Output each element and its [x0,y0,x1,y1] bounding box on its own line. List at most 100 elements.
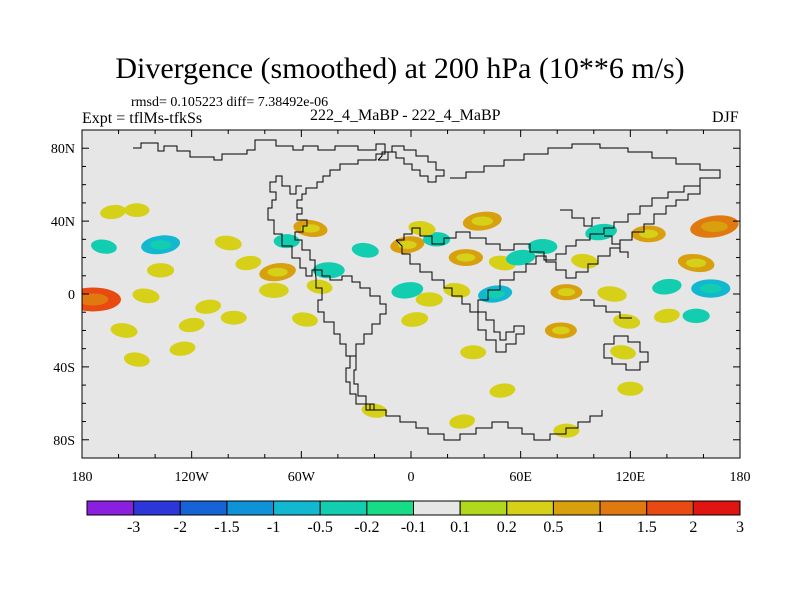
divergence-cell [361,403,388,418]
season-label: DJF [712,109,739,126]
colorbar-swatch [366,500,415,516]
colorbar-label: -1 [267,519,280,536]
divergence-cell [293,219,328,238]
divergence-contour-core [686,258,707,268]
divergence-cell [312,262,345,279]
divergence-contour-core [301,224,320,233]
divergence-cell [91,239,117,254]
divergence-cell [132,288,160,304]
divergence-contour-core [699,283,722,294]
divergence-contour-core [82,293,109,306]
colorbar-label: 3 [736,519,744,536]
colorbar-label: -2 [174,519,187,536]
divergence-contour [110,323,138,338]
divergence-contour [652,278,682,295]
divergence-contour [527,239,558,255]
divergence-cell [505,249,536,266]
divergence-cell [449,414,476,429]
coast-indonesia [580,299,632,319]
coastlines [133,139,721,441]
y-axis: 80N 40N 0 40S 80S [51,142,740,449]
divergence-contour [306,279,333,294]
divergence-cell [82,287,121,312]
divergence-cell [100,204,126,220]
divergence-cell [351,242,379,258]
colorbar-swatch [273,500,321,516]
divergence-contour [597,286,627,302]
divergence-cell [306,279,333,294]
colorbar-swatch [459,500,508,516]
coast-south-america [314,269,387,411]
divergence-contour [178,317,205,333]
chart-title: Divergence (smoothed) at 200 hPa (10**6 … [115,52,685,85]
divergence-cell [273,234,300,249]
divergence-cell [652,278,682,295]
colorbar-label: 0.5 [543,519,563,536]
divergence-contour-core [552,326,570,335]
divergence-cell [141,235,181,255]
colorbar-label: 0.2 [497,519,517,536]
colorbar-label: -0.5 [308,519,333,536]
colorbar-swatch [319,500,368,516]
divergence-contour [259,282,289,298]
divergence-contour-core [592,228,610,237]
x-tick-label: 120W [175,470,210,485]
colorbar-label: 1.5 [637,519,657,536]
divergence-contour [401,312,429,327]
divergence-cell [617,381,644,396]
divergence-contour [505,249,536,266]
colorbar-label: -0.1 [401,519,426,536]
coast-australia [603,335,649,371]
divergence-cell [415,292,443,307]
y-tick-label: 40N [51,215,75,230]
colorbar-swatch [86,500,135,516]
divergence-contour [460,345,487,360]
colorbar-label: -0.2 [354,519,379,536]
y-tick-label: 80S [53,434,75,449]
y-tick-label: 80N [51,142,75,157]
divergence-cell [550,284,583,301]
coast-north-america [133,139,386,277]
divergence-contour [489,383,516,398]
divergence-contour [235,255,262,271]
divergence-cell [408,221,436,236]
colorbar-swatch [133,500,181,516]
divergence-cell [235,255,262,271]
divergence-contour [408,221,436,236]
divergence-cell [259,282,289,298]
coast-eurasia-africa [395,185,701,313]
divergence-contour [273,234,300,249]
divergence-cell [544,322,577,339]
divergence-contour [361,403,388,418]
divergence-contour-core [700,221,728,232]
colorbar-label: 0.1 [450,519,470,536]
divergence-contour-core [319,266,338,275]
divergence-contour-core [267,267,288,277]
divergence-contour [449,414,476,429]
divergence-cell [195,299,222,314]
divergence-cell [391,282,424,299]
colorbar-swatch [692,500,741,516]
case-label: 222_4_MaBP - 222_4_MaBP [310,107,501,124]
divergence-cell [691,279,731,298]
divergence-cell [214,235,242,251]
divergence-cell [169,341,196,356]
x-tick-label: 180 [730,470,751,485]
colorbar-swatch [506,500,554,516]
divergence-contour [146,263,175,278]
colorbar-swatch [413,500,461,516]
coast-east-asia [604,235,629,258]
divergence-contour [100,204,126,220]
colorbar: -3 -2 -1.5 -1 -0.5 -0.2 -0.1 0.1 0.2 0.5 1 1.5 2 3 [86,500,744,536]
colorbar-label: 1 [596,519,604,536]
divergence-cell [259,263,296,282]
divergence-contour-core [149,240,172,250]
divergence-contour [682,308,710,324]
divergence-cell [682,308,710,324]
colorbar-swatch [552,500,601,516]
divergence-contour [169,341,196,356]
divergence-contour [124,203,150,218]
divergence-cell [443,282,471,298]
divergence-contour [220,310,247,325]
